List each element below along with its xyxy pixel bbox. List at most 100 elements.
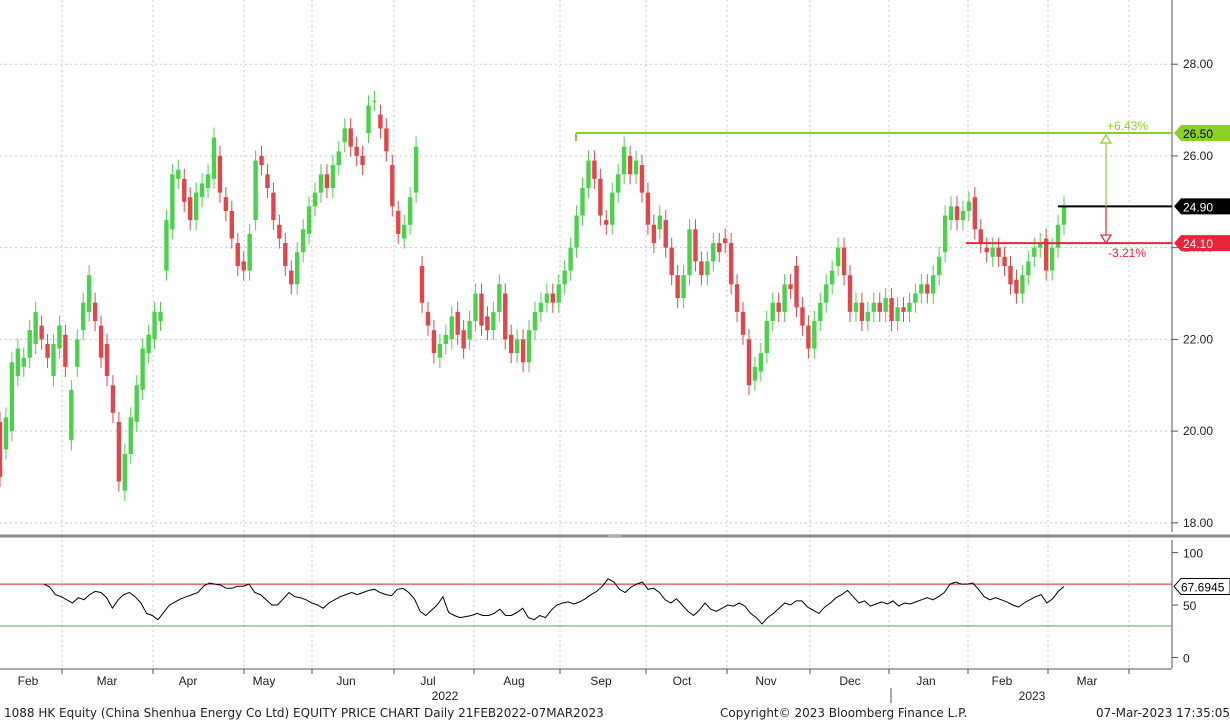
month-label: Oct: [673, 674, 692, 688]
candle-body: [746, 339, 752, 386]
candle-body: [794, 266, 799, 308]
timestamp: 07-Mar-2023 17:35:05: [1096, 706, 1230, 720]
candle: [318, 164, 324, 203]
month-label: Apr: [179, 674, 198, 688]
candle-body: [621, 146, 627, 175]
candle: [948, 196, 954, 231]
candle-body: [104, 343, 110, 377]
rsi-value-tag: 67.6945: [1181, 580, 1225, 594]
candle-body: [681, 275, 686, 299]
month-label: Mar: [97, 674, 118, 688]
candle: [491, 301, 496, 341]
candle-body: [69, 389, 74, 441]
candle: [199, 173, 205, 208]
candle: [3, 407, 9, 460]
candle-body: [300, 229, 306, 253]
candle-body: [544, 293, 550, 303]
candle: [806, 315, 811, 359]
candle-body: [9, 362, 15, 432]
candle: [984, 237, 989, 263]
candle: [306, 196, 312, 244]
month-label: Jun: [336, 674, 355, 688]
candle-body: [556, 284, 561, 303]
candle: [396, 200, 401, 244]
candle: [651, 214, 657, 254]
candle: [1020, 265, 1025, 304]
candle-body: [835, 247, 841, 266]
rsi-tick-label: 50: [1183, 599, 1197, 613]
candle: [639, 155, 645, 203]
candle-body: [366, 105, 371, 133]
candle: [752, 356, 758, 391]
rsi-line: [43, 578, 1065, 625]
upside-change-label: +6.43%: [1107, 119, 1148, 133]
candle: [824, 274, 829, 313]
candle-body: [948, 206, 954, 221]
candle-body: [407, 197, 413, 225]
candle: [877, 292, 882, 322]
candle: [574, 205, 579, 258]
candle: [972, 187, 978, 240]
candle: [134, 375, 139, 433]
candle-body: [722, 238, 728, 244]
candle-body: [847, 275, 853, 312]
candle-body: [1020, 275, 1025, 294]
candle-body: [1038, 243, 1043, 248]
candle-body: [461, 330, 466, 349]
month-label: Dec: [839, 674, 860, 688]
candle: [621, 136, 627, 185]
candle-body: [235, 243, 240, 266]
candle: [538, 292, 544, 322]
candle-body: [122, 454, 128, 491]
candle-body: [443, 334, 449, 344]
candle: [217, 145, 223, 203]
candle-body: [1043, 238, 1049, 271]
candle: [128, 407, 133, 465]
candle-body: [984, 247, 989, 253]
candle-body: [419, 266, 425, 303]
candle: [514, 329, 520, 364]
candle: [378, 104, 383, 139]
candle-body: [128, 417, 133, 455]
candle-body: [728, 243, 734, 285]
candle-body: [1008, 266, 1013, 285]
candle-body: [348, 128, 353, 147]
candle: [86, 265, 92, 322]
price-tick-label: 26.00: [1183, 149, 1213, 163]
candle: [663, 210, 668, 258]
candle: [39, 315, 44, 350]
candle-body: [734, 284, 740, 312]
candle: [544, 283, 550, 313]
candle: [669, 237, 674, 286]
candle: [247, 223, 252, 281]
candle: [45, 333, 50, 368]
candle-body: [657, 215, 662, 230]
candle: [146, 324, 151, 364]
candle-body: [324, 174, 330, 189]
candle: [69, 379, 74, 451]
candle: [164, 210, 169, 281]
upside-arrow-head: [1099, 133, 1113, 144]
candle-body: [942, 215, 948, 253]
candle-body: [497, 284, 502, 312]
candle-body: [354, 146, 359, 156]
candle: [431, 320, 437, 364]
candle: [936, 246, 942, 286]
downside-arrow-head: [1099, 234, 1113, 245]
candle: [728, 232, 734, 295]
candle-body: [158, 311, 163, 322]
candle-body: [889, 298, 894, 322]
candle-body: [770, 302, 775, 322]
candle-body: [538, 302, 544, 312]
candle: [835, 237, 841, 277]
candle-body: [562, 270, 567, 285]
candle: [152, 301, 157, 350]
candle: [193, 182, 199, 231]
candle-body: [1049, 247, 1055, 271]
candle-body: [687, 229, 692, 276]
candle: [57, 315, 62, 359]
candle-body: [265, 174, 270, 189]
candle: [473, 283, 478, 332]
resistance-value-tag-bg: [1174, 125, 1230, 141]
candle-body: [800, 307, 805, 326]
